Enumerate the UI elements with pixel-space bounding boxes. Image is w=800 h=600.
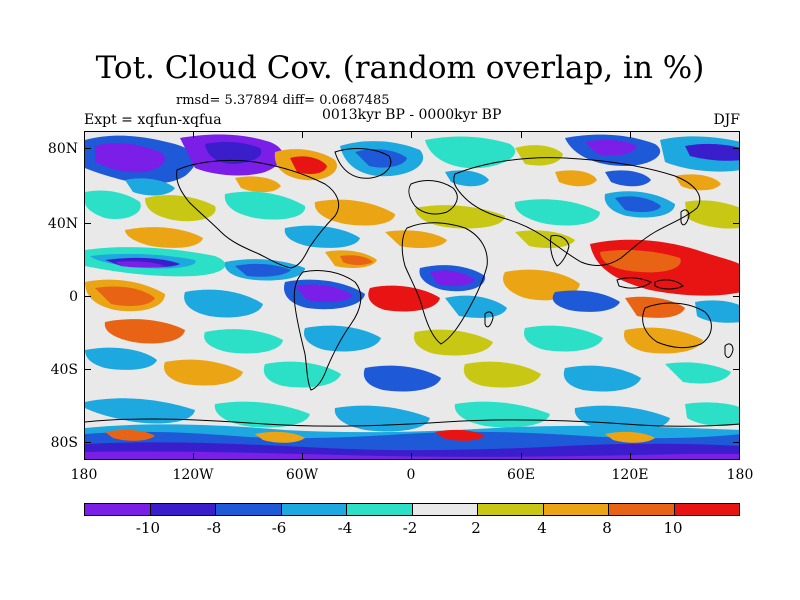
x-tick-top-60w (302, 131, 303, 138)
x-label-180-right: 180 (726, 467, 754, 483)
australia-outline (642, 302, 712, 349)
south-midlat-band (85, 319, 731, 392)
x-tick-120e (630, 453, 631, 460)
japan-outline (680, 209, 690, 226)
experiment-label: Expt = xqfun-xqfua (84, 112, 222, 128)
y-tick-right-0 (733, 296, 740, 297)
indonesia-outline (616, 277, 684, 290)
europe-outline (408, 180, 458, 215)
tropical-band (85, 239, 739, 323)
colorbar-label: -6 (271, 519, 287, 537)
x-tick-120w (193, 453, 194, 460)
x-tick-top-120e (630, 131, 631, 138)
colorbar-label: 8 (602, 519, 612, 537)
y-label-40n: 40N (47, 216, 78, 232)
x-tick-top-60e (521, 131, 522, 138)
south-america-outline (293, 269, 362, 391)
season-label: DJF (713, 112, 740, 128)
map-panel (84, 131, 740, 460)
antarctic-band (85, 398, 739, 459)
india-outline (550, 235, 570, 267)
plot-title: Tot. Cloud Cov. (random overlap, in %) (95, 50, 705, 86)
north-midlat-band (85, 190, 739, 248)
y-tick-80n (84, 148, 91, 149)
x-label-120e: 120E (611, 467, 649, 483)
y-tick-40n (84, 223, 91, 224)
x-label-120w: 120W (172, 467, 214, 483)
colorbar (84, 503, 740, 516)
x-label-180-left: 180 (70, 467, 98, 483)
asia-outline (453, 157, 701, 266)
colorbar-label: -8 (206, 519, 222, 537)
x-tick-0 (411, 453, 412, 460)
x-tick-top-120w (193, 131, 194, 138)
x-label-60w: 60W (285, 467, 319, 483)
y-label-80n: 80N (47, 141, 78, 157)
colorbar-swatch-3 (216, 504, 282, 515)
colorbar-swatch-2 (150, 504, 216, 515)
y-tick-right-80n (733, 148, 740, 149)
anomaly-map (85, 132, 739, 459)
colorbar-swatch-1 (85, 504, 151, 515)
colorbar-label: 10 (663, 519, 683, 537)
y-tick-right-80s (733, 442, 740, 443)
north-america-outline (176, 159, 340, 269)
colorbar-label: -10 (135, 519, 161, 537)
arctic-band (85, 134, 739, 196)
y-tick-0 (84, 296, 91, 297)
colorbar-swatch-9 (609, 504, 675, 515)
colorbar-swatch-6 (412, 504, 478, 515)
colorbar-swatch-4 (281, 504, 347, 515)
stats-text: rmsd= 5.37894 diff= 0.0687485 (176, 93, 390, 108)
x-label-0: 0 (406, 467, 416, 483)
colorbar-swatch-8 (543, 504, 609, 515)
colorbar-label: -2 (402, 519, 418, 537)
antarctica-outline (85, 418, 739, 427)
colorbar-swatch-7 (478, 504, 544, 515)
colorbar-swatch-10 (674, 504, 739, 515)
x-tick-60w (302, 453, 303, 460)
x-label-60e: 60E (506, 467, 536, 483)
y-tick-right-40n (733, 223, 740, 224)
colorbar-label: -4 (337, 519, 353, 537)
greenland-outline (334, 148, 392, 179)
y-label-40s: 40S (50, 362, 78, 378)
y-tick-80s (84, 442, 91, 443)
africa-outline (401, 222, 488, 345)
colorbar-swatch-5 (347, 504, 413, 515)
colorbar-label: 2 (471, 519, 481, 537)
coastlines (85, 148, 739, 427)
x-tick-top-0 (411, 131, 412, 138)
y-label-80s: 80S (50, 435, 78, 451)
period-text: 0013kyr BP - 0000kyr BP (322, 107, 502, 123)
madagascar-outline (484, 311, 494, 328)
y-tick-40s (84, 369, 91, 370)
y-label-0: 0 (69, 289, 78, 305)
colorbar-label: 4 (537, 519, 547, 537)
x-tick-60e (521, 453, 522, 460)
new-zealand-outline (724, 343, 734, 358)
y-tick-right-40s (733, 369, 740, 370)
